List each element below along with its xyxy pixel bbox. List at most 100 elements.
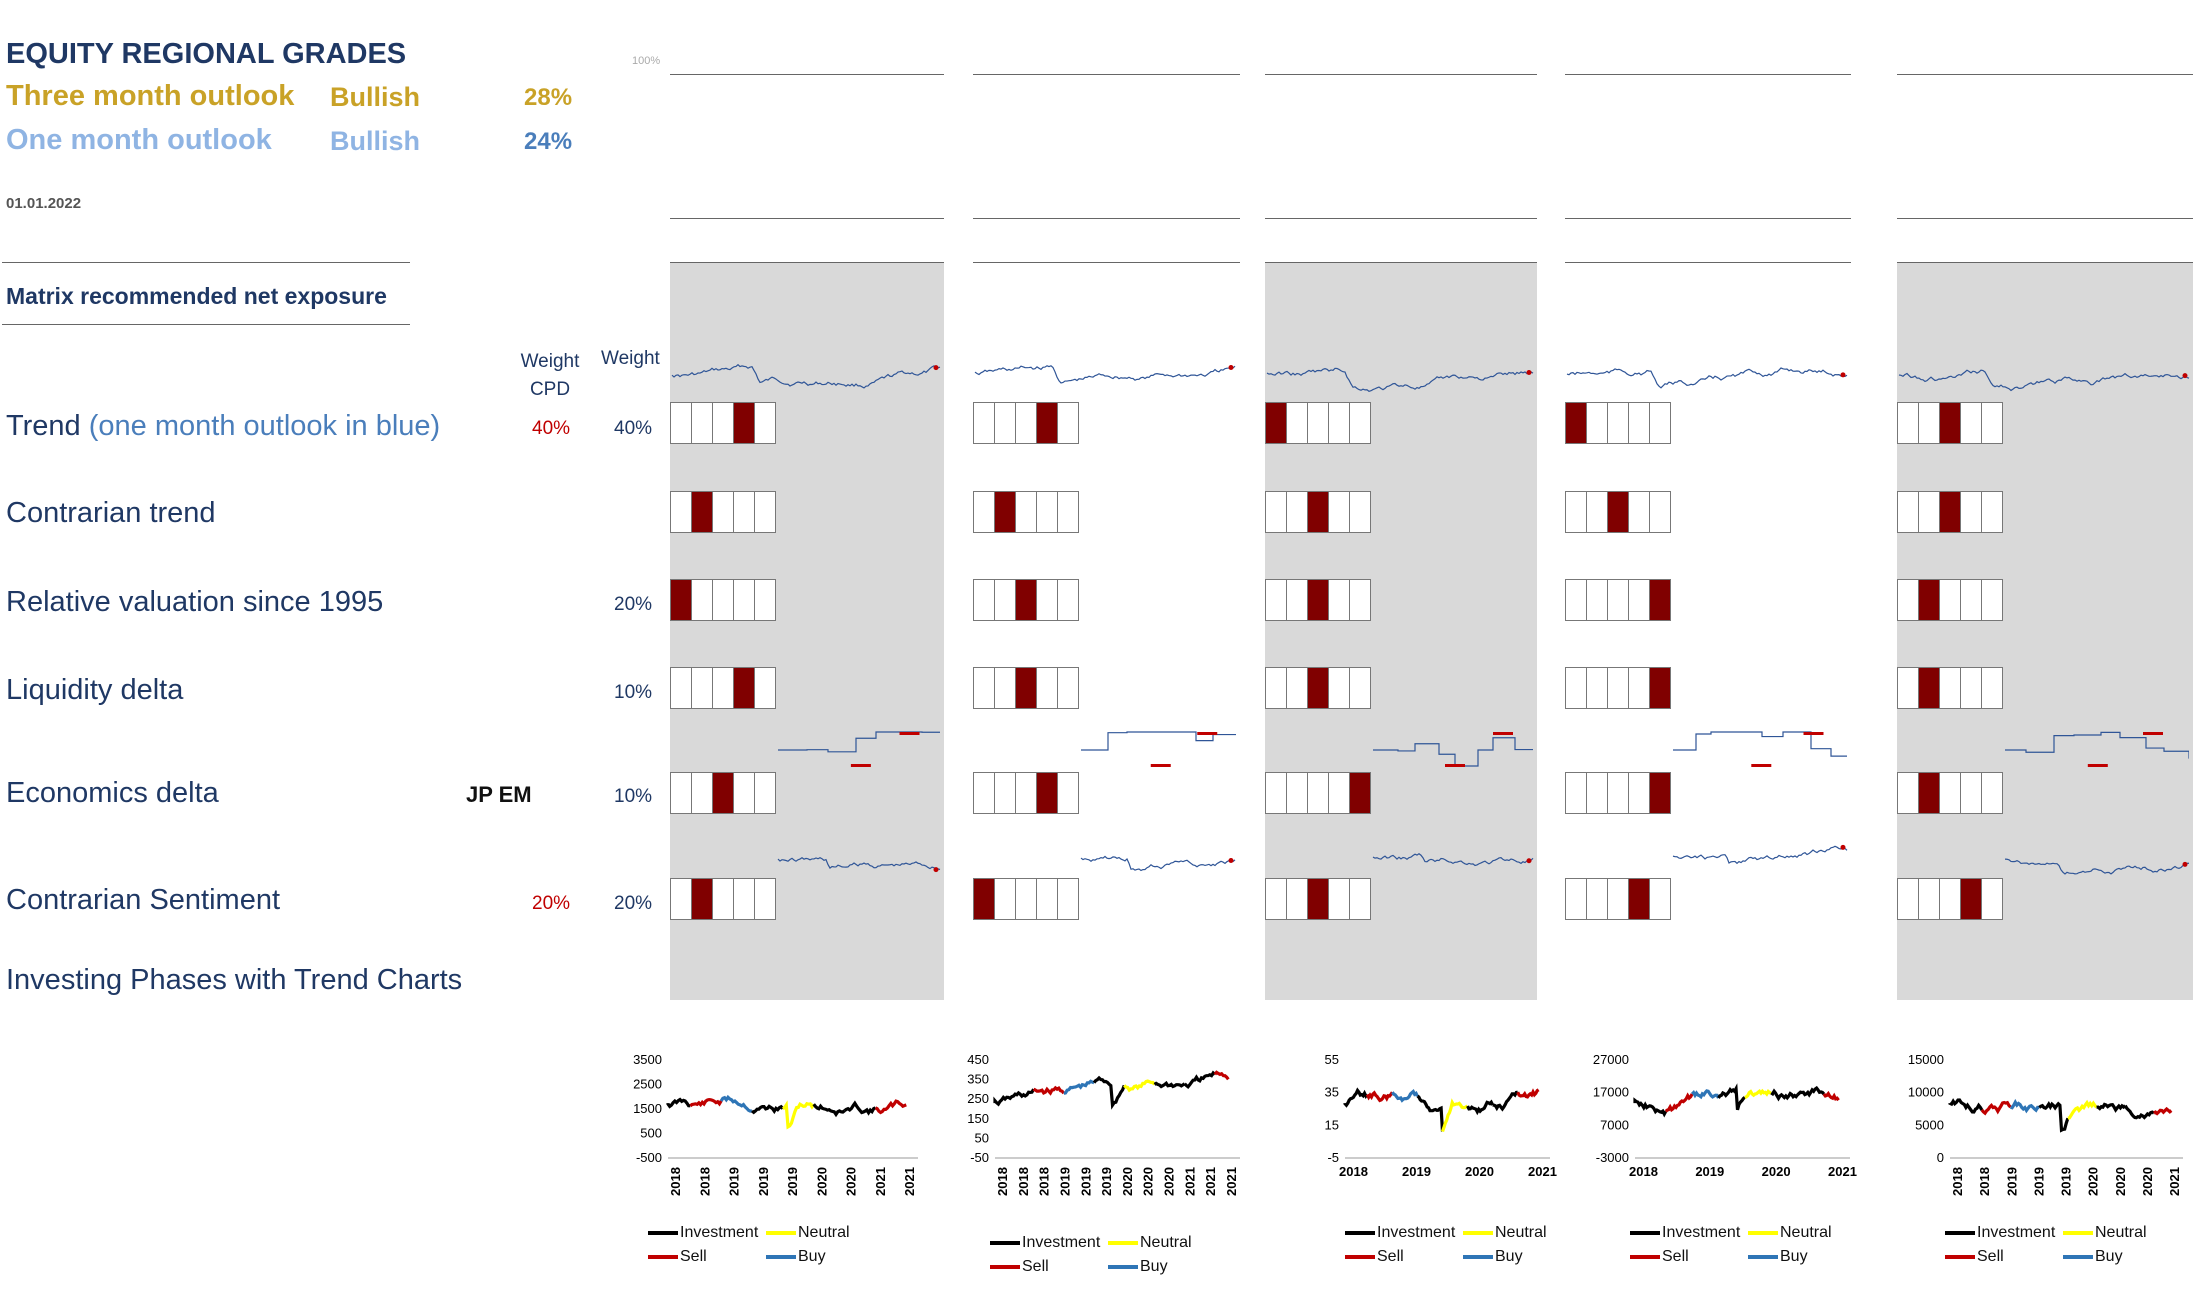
y-tick-label: 10000 bbox=[1908, 1085, 1944, 1100]
legend-sell: Sell bbox=[1345, 1248, 1404, 1266]
valuation-weight: 20% bbox=[614, 594, 653, 615]
x-tick-label: 2021 bbox=[1203, 1167, 1218, 1196]
economics-boxes-cell bbox=[1565, 772, 1587, 814]
x-tick-label: 2018 bbox=[1629, 1164, 1658, 1179]
contrarian-boxes-cell bbox=[712, 491, 734, 533]
phase-series-segment bbox=[689, 1097, 723, 1108]
page-title: EQUITY REGIONAL GRADES bbox=[6, 38, 407, 70]
legend-swatch bbox=[1345, 1254, 1375, 1259]
sentiment-boxes-cell bbox=[1565, 878, 1587, 920]
phase-series-segment bbox=[782, 1100, 816, 1130]
liquidity-boxes-cell bbox=[1565, 667, 1587, 709]
contrarian-boxes-cell bbox=[1265, 491, 1287, 533]
contrarian-boxes-cell bbox=[1897, 491, 1919, 533]
liquidity-boxes-cell bbox=[670, 667, 692, 709]
phase-series-segment bbox=[1032, 1085, 1066, 1096]
trend-boxes-cell bbox=[733, 402, 755, 444]
trend-row-label: Trend (one month outlook in blue) bbox=[6, 410, 441, 442]
valuation-boxes-cell bbox=[994, 579, 1016, 621]
legend-label: Investment bbox=[1022, 1234, 1101, 1251]
valuation-boxes-cell bbox=[733, 579, 755, 621]
valuation-boxes bbox=[670, 579, 776, 621]
economics-boxes-cell bbox=[1960, 772, 1982, 814]
valuation-boxes-cell bbox=[1586, 579, 1608, 621]
valuation-boxes-cell bbox=[1265, 579, 1287, 621]
range-underline bbox=[1897, 74, 2193, 75]
legend-swatch bbox=[1463, 1230, 1493, 1235]
phase-series-segment bbox=[2153, 1106, 2173, 1116]
x-tick-label: 2021 bbox=[902, 1167, 917, 1196]
sentiment-weight-cpd: 20% bbox=[532, 893, 571, 914]
legend-label: Sell bbox=[1662, 1248, 1689, 1265]
x-tick-label: 2020 bbox=[2113, 1167, 2128, 1196]
y-tick-label: 5000 bbox=[1915, 1117, 1944, 1132]
economics-boxes bbox=[1265, 772, 1371, 814]
legend-swatch bbox=[1108, 1240, 1138, 1245]
contrarian-boxes bbox=[670, 491, 776, 533]
valuation-boxes-cell bbox=[1036, 579, 1058, 621]
economics-row-label: Economics delta bbox=[6, 777, 219, 809]
x-tick-label: 2019 bbox=[2059, 1167, 2074, 1196]
liquidity-boxes-cell bbox=[1328, 667, 1350, 709]
legend-label: Neutral bbox=[1140, 1234, 1192, 1251]
x-tick-label: 2018 bbox=[668, 1167, 683, 1196]
x-tick-label: 2019 bbox=[727, 1167, 742, 1196]
liquidity-boxes-cell bbox=[1897, 667, 1919, 709]
phase-series-segment bbox=[874, 1099, 907, 1115]
sentiment-boxes bbox=[973, 878, 1079, 920]
legend-swatch bbox=[766, 1230, 796, 1235]
sentiment-weight: 20% bbox=[614, 893, 653, 914]
y-tick-label: 150 bbox=[967, 1111, 989, 1126]
legend-label: Sell bbox=[1022, 1258, 1049, 1275]
legend-label: Buy bbox=[798, 1248, 826, 1265]
legend-sell: Sell bbox=[648, 1248, 707, 1266]
economics-boxes-cell bbox=[1586, 772, 1608, 814]
phase-series-segment bbox=[1466, 1099, 1495, 1116]
legend-swatch bbox=[1630, 1254, 1660, 1259]
valuation-boxes-cell bbox=[1057, 579, 1079, 621]
economics-boxes-cell bbox=[1036, 772, 1058, 814]
valuation-boxes bbox=[1265, 579, 1371, 621]
liquidity-boxes-cell bbox=[994, 667, 1016, 709]
sentiment-boxes-cell bbox=[1981, 878, 2003, 920]
legend-neutral: Neutral bbox=[2063, 1224, 2147, 1242]
trend-boxes-cell bbox=[1607, 402, 1629, 444]
trend-boxes-cell bbox=[712, 402, 734, 444]
valuation-boxes bbox=[973, 579, 1079, 621]
legend-buy: Buy bbox=[2063, 1248, 2123, 1266]
trend-boxes-cell bbox=[1565, 402, 1587, 444]
trend-boxes-cell bbox=[994, 402, 1016, 444]
sentiment-boxes-cell bbox=[1649, 878, 1671, 920]
x-tick-label: 2018 bbox=[1016, 1167, 1031, 1196]
legend-investment: Investment bbox=[1630, 1224, 1740, 1242]
tiny-percent: 100% bbox=[632, 55, 661, 67]
economics-boxes-cell bbox=[733, 772, 755, 814]
legend-neutral: Neutral bbox=[1463, 1224, 1547, 1242]
contrarian-boxes-cell bbox=[1939, 491, 1961, 533]
economics-boxes-cell bbox=[1939, 772, 1961, 814]
y-tick-label: 15 bbox=[1325, 1117, 1339, 1132]
sentiment-boxes-cell bbox=[1586, 878, 1608, 920]
legend-label: Neutral bbox=[1495, 1224, 1547, 1241]
trend-boxes bbox=[1265, 402, 1371, 444]
economics-boxes-cell bbox=[670, 772, 692, 814]
trend-boxes-cell bbox=[1307, 402, 1329, 444]
phase-series-segment bbox=[1770, 1088, 1799, 1102]
economics-boxes bbox=[1565, 772, 1671, 814]
legend-swatch bbox=[1748, 1230, 1778, 1235]
y-tick-label: -5 bbox=[1327, 1150, 1339, 1165]
economics-weight: 10% bbox=[614, 786, 653, 807]
trend-boxes-cell bbox=[1586, 402, 1608, 444]
liquidity-boxes bbox=[973, 667, 1079, 709]
valuation-boxes-cell bbox=[1328, 579, 1350, 621]
contrarian-boxes-cell bbox=[670, 491, 692, 533]
liquidity-row-label: Liquidity delta bbox=[6, 674, 184, 706]
region-panel bbox=[1897, 263, 2193, 1000]
sentiment-boxes-cell bbox=[1897, 878, 1919, 920]
x-tick-label: 2020 bbox=[1465, 1164, 1494, 1179]
sentiment-boxes-cell bbox=[1918, 878, 1940, 920]
legend-swatch bbox=[990, 1240, 1020, 1245]
liquidity-boxes-cell bbox=[973, 667, 995, 709]
